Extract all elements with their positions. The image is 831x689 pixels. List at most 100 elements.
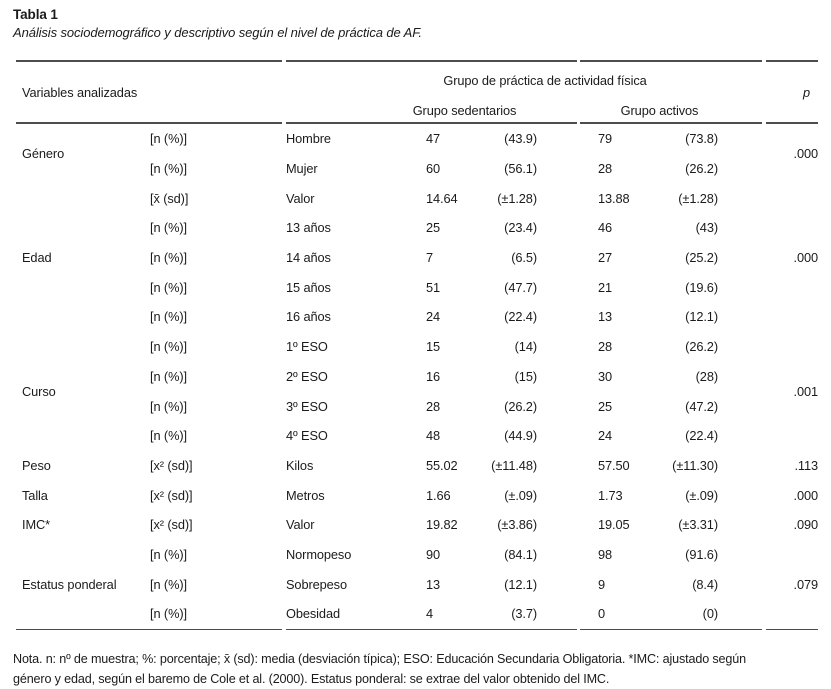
row-measure: [x² (sd)] (150, 480, 282, 510)
value-pct-activos: (±3.31) (670, 510, 762, 540)
value-pct-sedentarios: (43.9) (490, 124, 577, 154)
value-n-activos: 28 (580, 154, 670, 184)
row-category: Hombre (286, 124, 426, 154)
row-measure: [n (%)] (150, 332, 282, 362)
divider-line (580, 629, 762, 631)
row-category: 4º ESO (286, 421, 426, 451)
table-note: Nota. n: nº de muestra; %: porcentaje; x… (13, 650, 823, 689)
row-measure: [n (%)] (150, 540, 282, 570)
variable-group-label: IMC* (16, 510, 150, 540)
value-pct-activos: (±.09) (670, 480, 762, 510)
value-n-sedentarios: 7 (426, 243, 490, 273)
row-measure: [n (%)] (150, 362, 282, 392)
value-pct-sedentarios: (3.7) (490, 599, 577, 629)
column-header-variables: Variables analizadas (16, 62, 282, 122)
value-pct-activos: (±11.30) (670, 451, 762, 481)
value-pct-activos: (±1.28) (670, 183, 762, 213)
row-category: 13 años (286, 213, 426, 243)
value-n-sedentarios: 60 (426, 154, 490, 184)
row-measure: [n (%)] (150, 154, 282, 184)
row-category: Kilos (286, 451, 426, 481)
row-category: 15 años (286, 272, 426, 302)
value-n-activos: 9 (580, 569, 670, 599)
p-value: .113 (766, 451, 818, 481)
row-measure: [x² (sd)] (150, 451, 282, 481)
value-pct-activos: (43) (670, 213, 762, 243)
p-value: .001 (766, 332, 818, 451)
value-n-activos: 46 (580, 213, 670, 243)
row-measure: [x̄ (sd)] (150, 183, 282, 213)
row-category: Metros (286, 480, 426, 510)
value-n-sedentarios: 13 (426, 569, 490, 599)
value-n-activos: 13.88 (580, 183, 670, 213)
value-pct-activos: (91.6) (670, 540, 762, 570)
variable-group-label: Curso (16, 332, 150, 451)
value-pct-sedentarios: (22.4) (490, 302, 577, 332)
value-n-activos: 24 (580, 421, 670, 451)
value-n-sedentarios: 90 (426, 540, 490, 570)
row-measure: [n (%)] (150, 302, 282, 332)
p-value: .000 (766, 480, 818, 510)
column-header-activos: Grupo activos (580, 98, 762, 122)
value-pct-sedentarios: (47.7) (490, 272, 577, 302)
value-n-activos: 0 (580, 599, 670, 629)
value-pct-activos: (26.2) (670, 332, 762, 362)
table-title: Tabla 1 (13, 7, 58, 22)
value-n-sedentarios: 28 (426, 391, 490, 421)
value-pct-activos: (0) (670, 599, 762, 629)
value-n-activos: 1.73 (580, 480, 670, 510)
value-n-activos: 28 (580, 332, 670, 362)
row-measure: [n (%)] (150, 421, 282, 451)
value-pct-activos: (47.2) (670, 391, 762, 421)
variable-group-label: Talla (16, 480, 150, 510)
table-note-line: género y edad, según el baremo de Cole e… (13, 670, 823, 689)
value-pct-sedentarios: (±11.48) (490, 451, 577, 481)
divider-line (766, 629, 818, 631)
value-n-sedentarios: 15 (426, 332, 490, 362)
divider-line (286, 629, 577, 631)
variable-group-label: Peso (16, 451, 150, 481)
value-pct-sedentarios: (23.4) (490, 213, 577, 243)
row-category: 16 años (286, 302, 426, 332)
data-table: Variables analizadas Grupo de práctica d… (16, 60, 818, 631)
value-n-sedentarios: 1.66 (426, 480, 490, 510)
value-pct-activos: (19.6) (670, 272, 762, 302)
value-n-activos: 79 (580, 124, 670, 154)
value-pct-activos: (12.1) (670, 302, 762, 332)
value-pct-sedentarios: (56.1) (490, 154, 577, 184)
row-measure: [n (%)] (150, 569, 282, 599)
p-value: .079 (766, 540, 818, 629)
row-category: Obesidad (286, 599, 426, 629)
value-n-sedentarios: 48 (426, 421, 490, 451)
value-pct-sedentarios: (12.1) (490, 569, 577, 599)
row-category: Valor (286, 183, 426, 213)
row-measure: [n (%)] (150, 213, 282, 243)
column-header-group-spanner: Grupo de práctica de actividad física (286, 62, 762, 98)
value-n-sedentarios: 51 (426, 272, 490, 302)
value-n-sedentarios: 16 (426, 362, 490, 392)
row-measure: [n (%)] (150, 243, 282, 273)
value-n-activos: 57.50 (580, 451, 670, 481)
column-header-p: p (766, 62, 818, 122)
value-n-sedentarios: 55.02 (426, 451, 490, 481)
value-n-activos: 21 (580, 272, 670, 302)
value-pct-sedentarios: (±3.86) (490, 510, 577, 540)
value-n-sedentarios: 4 (426, 599, 490, 629)
row-measure: [n (%)] (150, 124, 282, 154)
variable-group-label: Género (16, 124, 150, 183)
value-pct-activos: (28) (670, 362, 762, 392)
variable-group-label: Edad (16, 183, 150, 331)
column-header-sedentarios: Grupo sedentarios (426, 98, 577, 122)
value-pct-sedentarios: (84.1) (490, 540, 577, 570)
row-category: Normopeso (286, 540, 426, 570)
variable-group-label: Estatus ponderal (16, 540, 150, 629)
value-n-activos: 98 (580, 540, 670, 570)
value-n-sedentarios: 24 (426, 302, 490, 332)
value-n-activos: 25 (580, 391, 670, 421)
value-n-activos: 19.05 (580, 510, 670, 540)
value-n-sedentarios: 47 (426, 124, 490, 154)
value-n-activos: 27 (580, 243, 670, 273)
value-pct-activos: (25.2) (670, 243, 762, 273)
p-value: .000 (766, 183, 818, 331)
